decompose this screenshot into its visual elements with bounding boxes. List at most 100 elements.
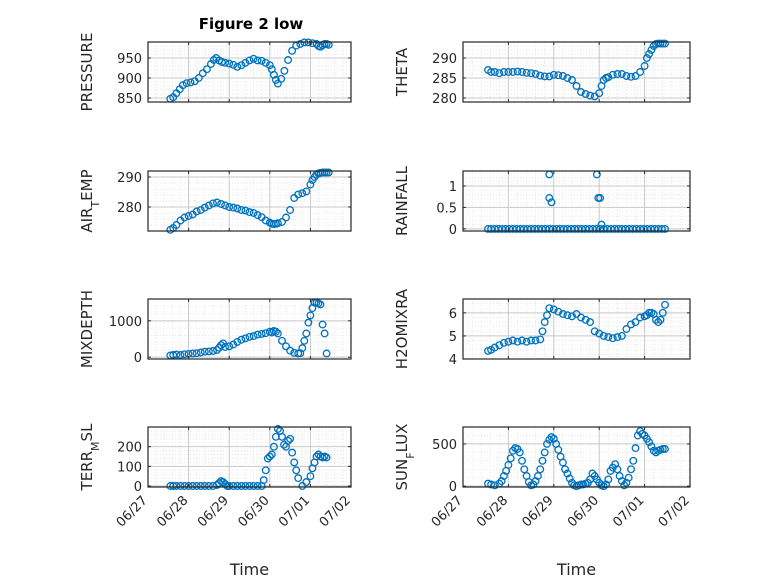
data-point [608, 334, 617, 343]
subplot-air_temp: 280 290 AIRTEMP [78, 168, 352, 234]
data-point [508, 224, 517, 233]
data-point [495, 69, 504, 78]
data-point [209, 199, 217, 208]
data-point [221, 58, 230, 67]
data-point [217, 58, 226, 66]
data-point [617, 224, 626, 233]
data-point [596, 224, 605, 233]
data-point [306, 180, 315, 189]
x-tick-label: 06/30 [236, 493, 273, 530]
data-point [229, 203, 238, 212]
data-point [588, 224, 597, 233]
y-axis-label: SUNFLUX [393, 424, 417, 491]
data-point [204, 347, 213, 356]
y-tick-label: 0 [449, 223, 457, 238]
data-point [265, 452, 274, 461]
data-point [269, 70, 278, 79]
x-axis-label: Time [229, 560, 269, 579]
y-tick-label: 100 [117, 460, 142, 475]
x-tick-label: 06/28 [154, 493, 191, 530]
data-point [237, 335, 246, 344]
x-tick-label: 06/27 [429, 493, 466, 530]
data-point [245, 332, 254, 341]
data-point [581, 315, 590, 324]
data-point [200, 203, 209, 212]
data-point [554, 445, 563, 454]
data-point [513, 67, 522, 76]
data-point [180, 213, 189, 222]
data-point [302, 329, 311, 338]
data-point [536, 465, 545, 474]
subplot-mixdepth: 0 1000 MIXDEPTH [78, 290, 352, 368]
data-point [245, 208, 254, 217]
axes-box [147, 298, 352, 360]
data-point [585, 224, 594, 233]
data-point [253, 211, 262, 220]
data-point [636, 68, 645, 76]
data-point [302, 478, 311, 487]
data-point [257, 329, 266, 338]
data-point [273, 329, 282, 338]
data-point [545, 194, 554, 202]
data-point [627, 72, 635, 81]
data-point [561, 465, 570, 474]
data-point [617, 70, 626, 78]
data-point [513, 337, 522, 346]
y-tick-label: 200 [117, 441, 142, 456]
data-point [506, 454, 515, 463]
data-point [608, 70, 617, 79]
data-point [204, 201, 213, 210]
x-tick-label: 06/29 [520, 493, 557, 530]
data-point [595, 89, 604, 98]
data-point [271, 327, 280, 336]
data-point [508, 68, 517, 76]
data-point [504, 461, 513, 469]
data-point [516, 224, 525, 233]
data-point [545, 304, 554, 313]
y-tick-label: 280 [117, 201, 142, 216]
data-point [196, 482, 205, 490]
data-point [548, 224, 557, 233]
y-tick-label: 900 [117, 72, 142, 87]
data-point [298, 482, 307, 490]
data-point [617, 477, 626, 486]
data-point [261, 216, 270, 225]
y-axis-label: AIRTEMP [78, 169, 102, 232]
y-tick-label: 1000 [109, 315, 142, 330]
data-point [180, 482, 189, 490]
data-point [541, 224, 550, 233]
data-point [306, 311, 315, 320]
data-point [186, 78, 195, 87]
data-point [599, 224, 608, 233]
data-point [253, 56, 262, 65]
data-point [209, 482, 217, 490]
y-axis-label: THETA [393, 47, 411, 97]
data-point [538, 327, 547, 336]
data-point [657, 224, 666, 233]
data-point [194, 74, 203, 82]
data-point [656, 39, 665, 48]
data-point [292, 466, 301, 475]
data-point [280, 440, 288, 449]
data-point [656, 315, 665, 324]
plot-area [463, 42, 690, 102]
data-point [196, 206, 205, 214]
data-point [520, 465, 529, 474]
data-point [198, 69, 207, 78]
data-point [536, 335, 545, 344]
y-tick-label: 0 [449, 480, 457, 495]
data-point [304, 318, 313, 327]
data-point [558, 310, 567, 318]
data-point [237, 61, 246, 70]
data-point [563, 224, 572, 233]
data-point [241, 206, 250, 215]
data-point [267, 450, 276, 459]
data-point [490, 343, 499, 352]
data-point [642, 54, 651, 62]
y-tick-label: 500 [432, 438, 457, 453]
subplot-h2omixra: 4 5 6 H2OMIXRA [393, 288, 691, 369]
x-tick-label: 07/01 [276, 493, 313, 530]
data-point [604, 73, 613, 82]
data-point [508, 336, 517, 345]
data-point [613, 465, 622, 474]
